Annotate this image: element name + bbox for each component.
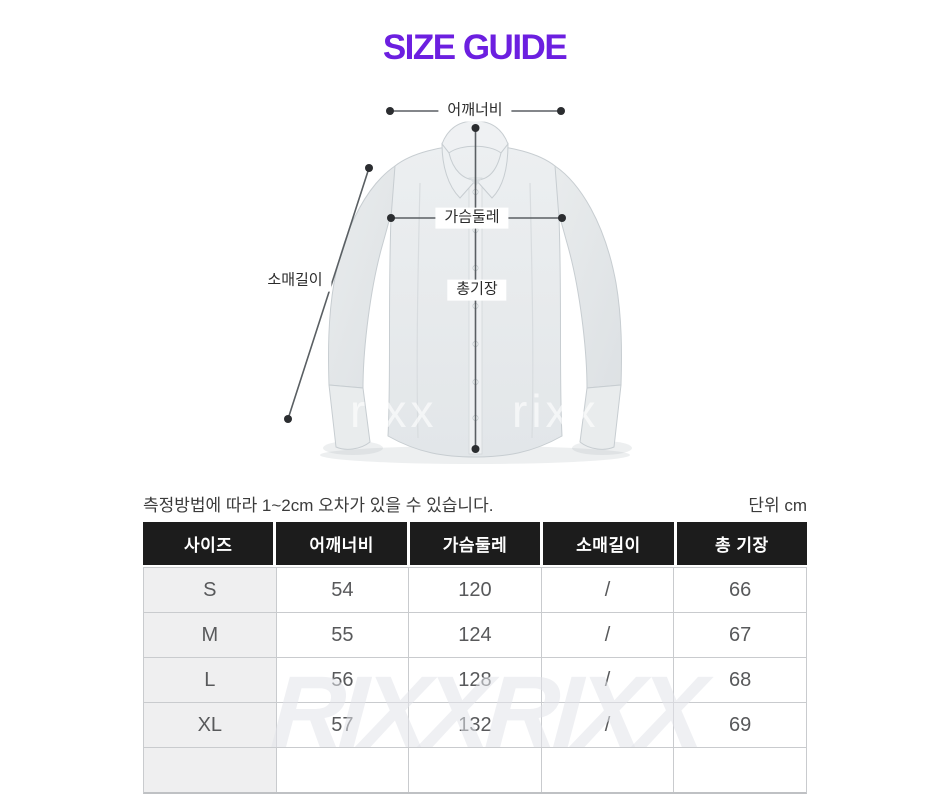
- header-cell-length: 총 기장: [676, 522, 808, 565]
- header-cell-chest: 가슴둘레: [409, 522, 541, 565]
- size-table-body: RIXXRIXX S 54 120 / 66 M 55 124 / 67 L 5…: [143, 567, 807, 794]
- cell-sleeve: /: [541, 568, 675, 612]
- total-length-label: 총기장: [447, 279, 507, 301]
- table-row: S 54 120 / 66: [144, 568, 806, 613]
- measurement-tolerance-note: 측정방법에 따라 1~2cm 오차가 있을 수 있습니다.: [143, 496, 494, 515]
- cell-chest: 120: [409, 568, 542, 612]
- cell-sleeve: /: [541, 658, 675, 702]
- cell-chest: 124: [409, 613, 542, 657]
- crease-right: [529, 182, 534, 439]
- cell-shoulder: 54: [276, 568, 410, 612]
- table-row: M 55 124 / 67: [144, 613, 806, 658]
- crease-left: [416, 182, 421, 439]
- cell-shoulder: 57: [276, 703, 410, 747]
- cell-chest: [409, 748, 542, 792]
- cell-chest: 132: [409, 703, 542, 747]
- cell-size: XL: [144, 703, 277, 747]
- size-table: 사이즈 어깨너비 가슴둘레 소매길이 총 기장 RIXXRIXX S 54 12…: [143, 522, 808, 794]
- cell-shoulder: 56: [276, 658, 410, 702]
- cell-length: 68: [674, 658, 806, 702]
- shirt-right-cuff: [579, 384, 622, 450]
- cell-shoulder: 55: [276, 613, 410, 657]
- cell-sleeve: /: [541, 703, 675, 747]
- cell-size: [144, 748, 277, 792]
- unit-label: 단위 cm: [748, 496, 807, 515]
- cell-shoulder: [276, 748, 410, 792]
- header-cell-sleeve: 소매길이: [543, 522, 674, 565]
- chest-circumference-label: 가슴둘레: [435, 207, 509, 229]
- header-cell-size: 사이즈: [143, 522, 274, 565]
- cell-size: M: [144, 613, 277, 657]
- cell-size: S: [144, 568, 277, 612]
- cell-length: 66: [674, 568, 806, 612]
- shirt-left-cuff: [328, 384, 371, 450]
- table-row-empty: [144, 748, 806, 792]
- sleeve-length-label: 소매길이: [258, 270, 332, 292]
- table-row: XL 57 132 / 69: [144, 703, 806, 748]
- cell-length: [674, 748, 806, 792]
- cell-chest: 128: [409, 658, 542, 702]
- cell-sleeve: /: [541, 613, 675, 657]
- cell-size: L: [144, 658, 277, 702]
- table-row: L 56 128 / 68: [144, 658, 806, 703]
- shirt-illustration: [284, 107, 632, 464]
- page-title: SIZE GUIDE: [382, 28, 568, 67]
- measurement-dots: [284, 107, 566, 453]
- cell-length: 69: [674, 703, 806, 747]
- cell-length: 67: [674, 613, 806, 657]
- size-table-header: 사이즈 어깨너비 가슴둘레 소매길이 총 기장: [143, 522, 808, 565]
- cell-sleeve: [541, 748, 675, 792]
- sleeve-measure-line: [287, 167, 370, 420]
- shoulder-width-label: 어깨너비: [438, 100, 512, 122]
- shirt-measurement-diagram: 어깨너비 가슴둘레 총기장 소매길이 rixx rixx: [250, 88, 680, 468]
- header-cell-shoulder: 어깨너비: [276, 522, 407, 565]
